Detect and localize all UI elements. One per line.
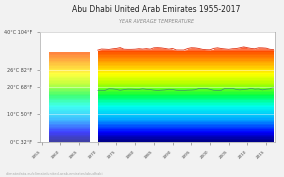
Text: YEAR AVERAGE TEMPERATURE: YEAR AVERAGE TEMPERATURE — [119, 19, 194, 24]
Text: Abu Dhabi United Arab Emirates 1955-2017: Abu Dhabi United Arab Emirates 1955-2017 — [72, 5, 240, 14]
Text: climatedata.eu/climate/united-arab-emirates/abudhabi: climatedata.eu/climate/united-arab-emira… — [6, 172, 103, 176]
Y-axis label: TEMPERATURE: TEMPERATURE — [0, 72, 1, 102]
